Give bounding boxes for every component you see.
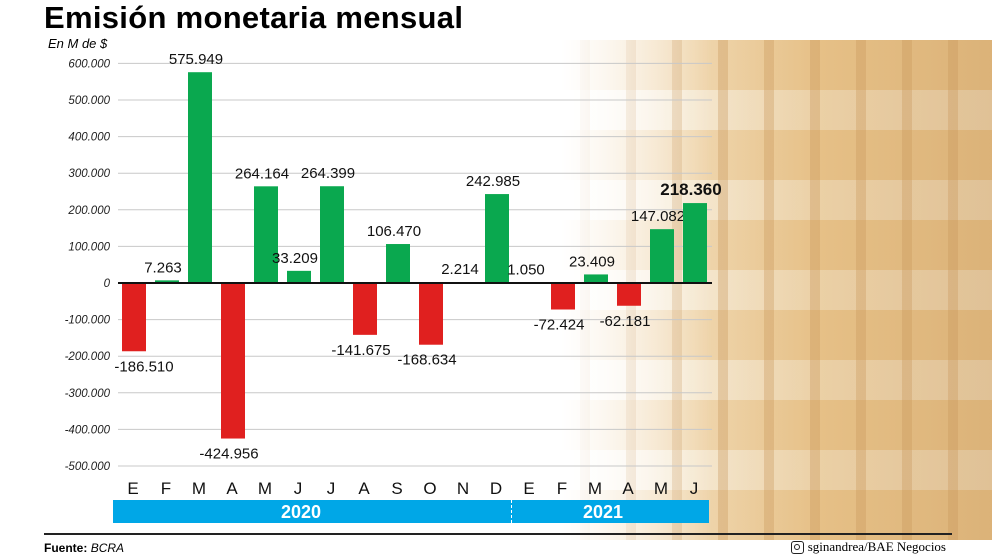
data-label: 242.985 — [466, 173, 520, 190]
x-tick-label: E — [127, 479, 138, 498]
x-tick-label: M — [654, 479, 668, 498]
x-tick-label: M — [192, 479, 206, 498]
x-tick-label: F — [557, 479, 567, 498]
x-tick-label: D — [490, 479, 502, 498]
bar — [254, 186, 278, 283]
year-bar: 2020 2021 — [113, 500, 709, 523]
data-label: 147.082 — [631, 208, 685, 225]
data-label: 575.949 — [169, 51, 223, 68]
data-label: 106.470 — [367, 223, 421, 240]
data-label: 33.209 — [272, 250, 318, 267]
x-tick-label: N — [457, 479, 469, 498]
data-label: 264.164 — [235, 165, 289, 182]
y-tick-label: -100.000 — [65, 315, 111, 327]
y-tick-label: -300.000 — [65, 388, 111, 400]
year-label-2021: 2021 — [583, 502, 624, 522]
data-label: 23.409 — [569, 253, 615, 270]
y-tick-label: 600.000 — [68, 58, 110, 70]
data-label: -424.956 — [199, 446, 258, 463]
source-label: Fuente: — [44, 541, 88, 555]
x-tick-label: A — [226, 479, 238, 498]
bar — [155, 280, 179, 283]
bar — [320, 186, 344, 283]
data-label: 264.399 — [301, 165, 355, 182]
bar — [419, 283, 443, 345]
bar — [551, 283, 575, 310]
source-value: BCRA — [90, 541, 125, 555]
y-tick-label: 400.000 — [68, 132, 110, 144]
data-label: 7.263 — [144, 259, 182, 276]
x-tick-label: J — [294, 479, 303, 498]
chart-title: Emisión monetaria mensual — [44, 0, 464, 35]
y-tick-label: -400.000 — [65, 424, 111, 436]
x-tick-label: S — [391, 479, 402, 498]
bar — [188, 72, 212, 283]
bar — [683, 203, 707, 283]
bar — [617, 283, 641, 306]
credit-text: sginandrea/BAE Negocios — [807, 539, 946, 554]
y-tick-label: 500.000 — [68, 95, 110, 107]
x-tick-label: E — [523, 479, 534, 498]
bar — [386, 244, 410, 283]
bar — [353, 283, 377, 335]
data-label: 2.214 — [441, 261, 479, 278]
x-tick-label: F — [161, 479, 171, 498]
x-tick-label: O — [423, 479, 436, 498]
source: Fuente: BCRA — [44, 541, 124, 555]
y-tick-label: -500.000 — [65, 461, 111, 473]
data-label: -168.634 — [397, 352, 456, 369]
data-label: 1.050 — [507, 262, 545, 279]
bar — [584, 274, 608, 283]
y-tick-label: 100.000 — [68, 241, 110, 253]
y-tick-label: -200.000 — [65, 351, 111, 363]
bar — [485, 194, 509, 283]
bar — [287, 270, 311, 283]
x-tick-label: M — [588, 479, 602, 498]
y-tick-label: 300.000 — [68, 168, 110, 180]
instagram-icon — [790, 540, 804, 554]
data-label: -72.424 — [534, 317, 585, 334]
y-axis-unit: En M de $ — [48, 36, 108, 51]
bar — [122, 283, 146, 352]
x-tick-label: A — [358, 479, 370, 498]
bar — [221, 283, 245, 439]
y-tick-label: 200.000 — [67, 205, 110, 217]
year-divider — [511, 500, 512, 523]
credit: sginandrea/BAE Negocios — [790, 539, 946, 555]
data-label: -141.675 — [331, 342, 390, 359]
data-label: -186.510 — [114, 358, 173, 375]
y-tick-label: 0 — [104, 278, 111, 290]
footer-rule — [44, 533, 952, 535]
x-tick-label: A — [622, 479, 634, 498]
bar — [650, 229, 674, 283]
year-label-2020: 2020 — [281, 502, 322, 522]
x-tick-label: J — [690, 479, 699, 498]
x-tick-label: M — [258, 479, 272, 498]
data-label: 218.360 — [660, 180, 721, 199]
data-label: -62.181 — [600, 313, 651, 330]
x-tick-label: J — [327, 479, 336, 498]
